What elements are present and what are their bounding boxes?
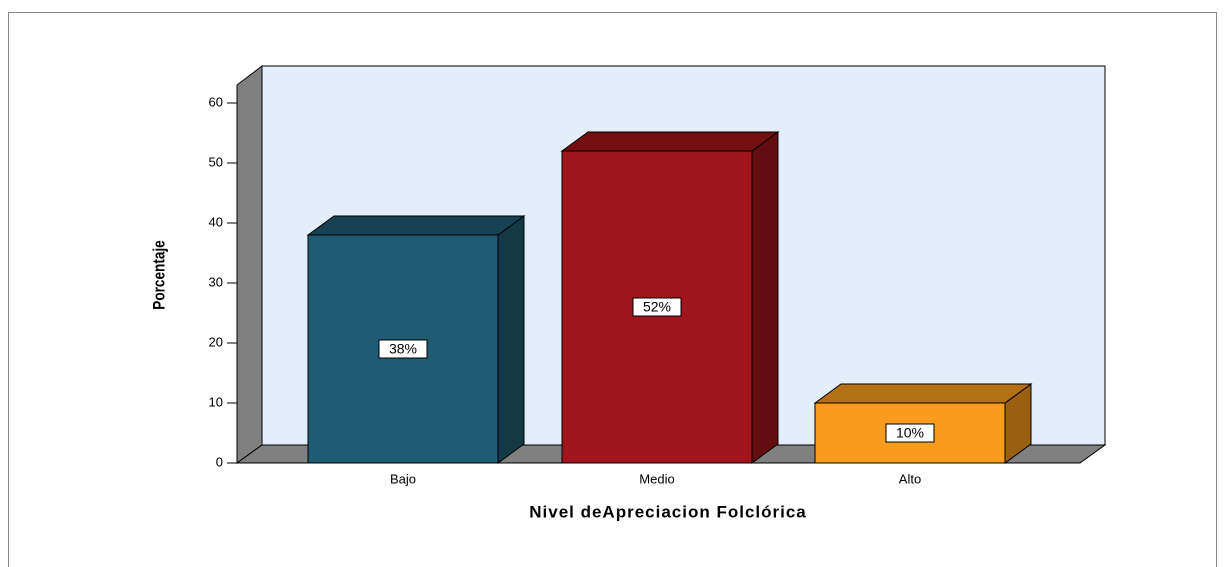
bar-top	[306, 215, 526, 236]
x-tick-label: Bajo	[390, 471, 416, 486]
y-tick-label: 60	[209, 94, 223, 109]
y-tick-label: 30	[209, 274, 223, 289]
bar-side	[751, 131, 779, 464]
y-tick-label: 20	[209, 334, 223, 349]
value-label-box	[885, 423, 935, 443]
value-label: 10%	[896, 425, 924, 441]
value-label: 38%	[389, 341, 417, 357]
x-axis-title: Nivel deApreciacion Folclórica	[529, 502, 807, 521]
bar-top	[560, 131, 780, 152]
y-axis-title: Porcentaje	[150, 240, 169, 310]
y-tick-label: 10	[209, 394, 223, 409]
value-label-box	[632, 297, 682, 317]
y-tick-label: 0	[216, 454, 223, 469]
bar-top	[813, 383, 1033, 404]
x-tick-label: Medio	[639, 471, 674, 486]
x-tick-label: Alto	[899, 471, 921, 486]
side-wall	[236, 64, 263, 464]
value-label-box	[378, 339, 428, 359]
value-label: 52%	[643, 299, 671, 315]
y-tick-label: 40	[209, 214, 223, 229]
bar-side	[497, 215, 525, 464]
y-tick-label: 50	[209, 154, 223, 169]
